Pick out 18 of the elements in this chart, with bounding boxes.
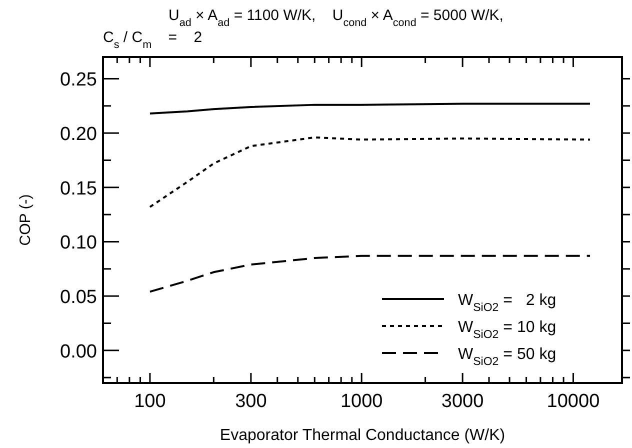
chart-title: U$_{ad}$ × A$_{ad}$ = 1100 W/K, U$_{cond}$ × A$_{cond}$ = 5000 W/K, xyxy=(168,7,504,29)
text: C$_{s}$ / C$_{m}$ = 2 xyxy=(103,29,202,51)
x-tick-label: 300 xyxy=(235,391,267,412)
y-tick-label: 0.10 xyxy=(60,232,97,254)
legend-label: W$_{SiO2}$ = 10 kg xyxy=(458,319,556,341)
legend-label: W$_{SiO2}$ = 50 kg xyxy=(458,346,556,368)
x-tick-label: 100 xyxy=(134,391,166,412)
y-axis-title: COP (-) xyxy=(17,194,34,246)
x-axis-title: Evaporator Thermal Conductance (W/K) xyxy=(220,427,506,444)
x-tick-label: 1000 xyxy=(340,391,383,412)
y-tick-label: 0.20 xyxy=(60,124,97,146)
legend-label: W$_{SiO2}$ = 2 kg xyxy=(458,292,556,314)
y-tick-label: 0.00 xyxy=(60,341,97,362)
y-tick-label: 0.05 xyxy=(60,287,97,308)
y-tick-label: 0.15 xyxy=(60,178,97,200)
y-tick-label: 0.25 xyxy=(60,70,97,91)
x-tick-label: 10000 xyxy=(546,391,600,412)
x-tick-label: 3000 xyxy=(441,391,484,412)
